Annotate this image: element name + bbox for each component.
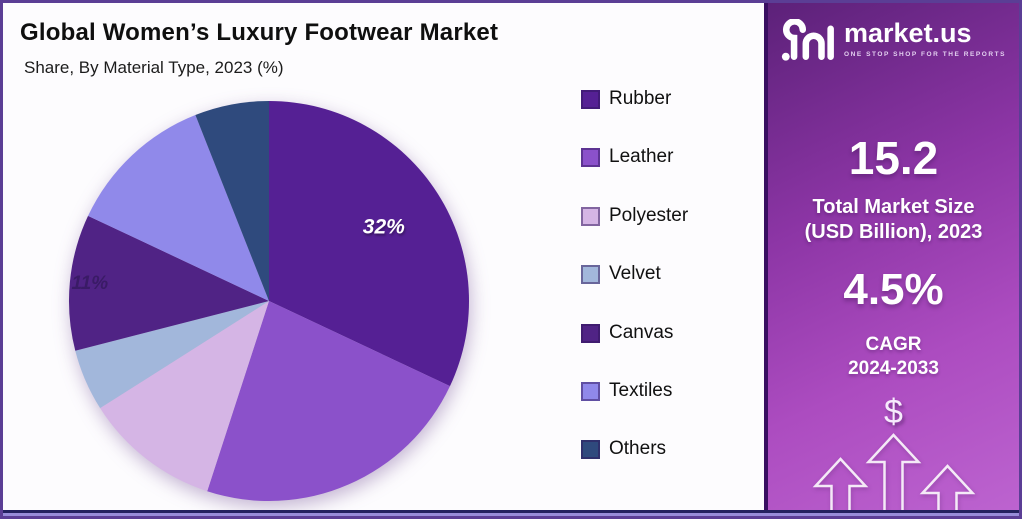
pie-chart: 32% 11%	[68, 101, 470, 501]
brand-name: market.us	[844, 18, 972, 48]
pie-slice-leather	[207, 301, 450, 501]
legend-swatch-polyester	[581, 206, 600, 226]
legend-item-polyester: Polyester	[581, 204, 689, 227]
market-size-caption-line2: (USD Billion), 2023	[804, 221, 983, 243]
brand-tagline: ONE STOP SHOP FOR THE REPORTS	[844, 50, 1006, 58]
legend-item-rubber: Rubber	[581, 88, 688, 110]
legend-label-others: Others	[609, 438, 667, 460]
pie-slice-velvet	[75, 301, 269, 409]
legend-swatch-rubber	[581, 89, 600, 109]
legend-label-leather: Leather	[609, 146, 674, 168]
legend-item-others: Others	[581, 438, 688, 460]
legend-label-canvas: Canvas	[609, 321, 674, 343]
legend-item-leather: Leather	[581, 146, 688, 168]
legend-swatch-leather	[581, 148, 600, 168]
page-title: Global Women’s Luxury Footwear Market	[20, 19, 499, 46]
legend-label-velvet: Velvet	[609, 263, 661, 285]
bottom-border-strip	[3, 513, 1019, 516]
dollar-icon: $	[884, 393, 903, 431]
pie-slice-polyester	[100, 301, 269, 492]
cagr-caption: CAGR 2024-2033	[768, 333, 1019, 381]
legend-swatch-textiles	[581, 381, 600, 401]
legend-swatch-canvas	[581, 323, 600, 343]
legend-item-canvas: Canvas	[581, 321, 688, 344]
legend-item-textiles: Textiles	[581, 379, 688, 402]
cagr-value: 4.5%	[843, 265, 944, 314]
legend: Rubber Leather Polyester Velvet Canvas Textil…	[581, 88, 689, 460]
cagr-caption-line1: CAGR	[865, 334, 922, 355]
pie-slice-label-canvas: 11%	[71, 273, 108, 294]
legend-swatch-velvet	[581, 265, 600, 285]
legend-swatch-others	[581, 440, 600, 460]
pie-slice-label-rubber: 32%	[363, 216, 405, 239]
legend-label-polyester: Polyester	[609, 204, 689, 226]
legend-item-velvet: Velvet	[581, 263, 688, 285]
pie-slice-textiles	[88, 115, 269, 301]
pie-slice-rubber	[269, 101, 470, 387]
legend-label-textiles: Textiles	[609, 379, 673, 401]
market-size-caption: Total Market Size (USD Billion), 2023	[768, 195, 1019, 245]
market-size-caption-line1: Total Market Size	[812, 196, 975, 218]
page-subtitle: Share, By Material Type, 2023 (%)	[24, 58, 284, 77]
marketus-logo-icon	[781, 19, 834, 61]
sidebar: market.us ONE STOP SHOP FOR THE REPORTS …	[764, 3, 1019, 516]
legend-label-rubber: Rubber	[609, 88, 672, 109]
bottom-border-line	[3, 510, 1019, 513]
growth-arrows-icon	[812, 433, 976, 513]
brand-logo: market.us ONE STOP SHOP FOR THE REPORTS	[768, 18, 1019, 63]
pie-slice-others	[195, 101, 269, 301]
cagr-caption-line2: 2024-2033	[848, 357, 939, 379]
pie-slice-canvas	[68, 215, 269, 351]
market-size-value: 15.2	[848, 132, 939, 184]
